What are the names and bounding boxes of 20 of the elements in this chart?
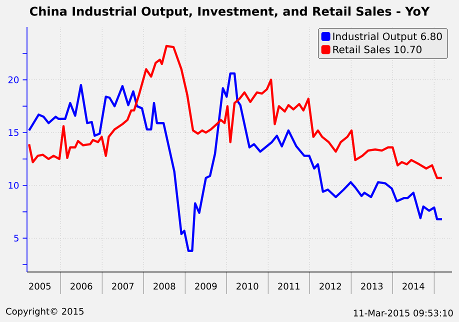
y-tick-label: 10	[8, 182, 19, 189]
x-tick-label: 2008	[154, 282, 176, 290]
x-tick-label: 2007	[112, 282, 134, 290]
x-tick-label: 2009	[195, 282, 217, 290]
y-tick-label: 15	[8, 129, 18, 136]
legend-label: Industrial Output 6.80	[333, 32, 442, 42]
line-series	[28, 44, 444, 180]
y-tick-label: 5	[14, 234, 18, 242]
x-tick-label: 2010	[236, 282, 258, 290]
text: 11-Mar-2015 09:53:10	[354, 310, 453, 316]
text: Copyright© 2015	[6, 308, 84, 316]
y-tick-label: 20	[8, 76, 19, 84]
x-tick-label: 2011	[278, 282, 300, 290]
x-tick-label: 2006	[70, 282, 92, 290]
x-tick-label: 2005	[29, 282, 51, 290]
x-tick-label: 2013	[361, 282, 383, 290]
x-tick-label: 2014	[402, 282, 424, 290]
chart-title: China Industrial Output, Investment, and Retail Sales - YoY	[30, 6, 430, 18]
legend-label: Retail Sales 10.70	[333, 46, 422, 54]
x-tick-label: 2012	[320, 282, 341, 290]
